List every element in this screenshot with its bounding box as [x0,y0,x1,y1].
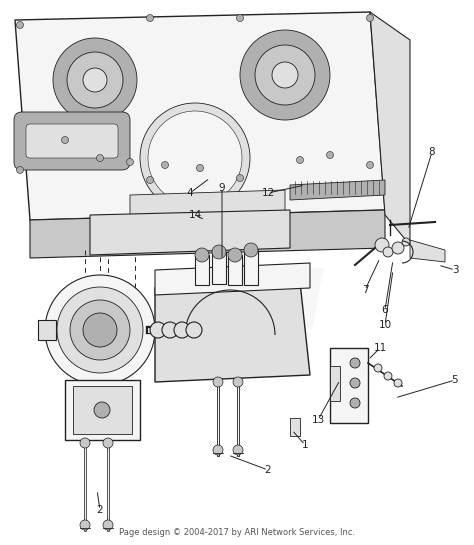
Circle shape [57,287,143,373]
Circle shape [162,161,168,168]
Text: 8: 8 [428,147,435,157]
Circle shape [350,378,360,388]
Text: 7: 7 [362,285,368,295]
Circle shape [17,167,24,173]
Text: 10: 10 [378,320,392,330]
Circle shape [146,177,154,184]
Circle shape [244,243,258,257]
Circle shape [366,161,374,168]
Circle shape [103,520,113,530]
Circle shape [392,242,404,254]
Polygon shape [130,190,285,220]
Circle shape [186,322,202,338]
Text: 14: 14 [188,210,201,220]
Circle shape [53,38,137,122]
Bar [228,255,242,285]
Circle shape [148,111,242,205]
Bar [212,252,226,284]
Bar [73,386,132,434]
Circle shape [233,445,243,455]
Circle shape [327,152,334,159]
Bar [65,380,140,440]
Circle shape [127,159,134,166]
Bar [195,255,209,285]
Text: 3: 3 [452,265,458,275]
Circle shape [366,15,374,21]
Text: 1: 1 [301,440,308,450]
Circle shape [350,398,360,408]
Polygon shape [155,263,310,295]
Circle shape [140,103,250,213]
Circle shape [384,372,392,380]
Circle shape [80,438,90,448]
Circle shape [350,358,360,368]
Circle shape [83,313,117,347]
Circle shape [45,275,155,385]
Circle shape [212,245,226,259]
Circle shape [255,45,315,105]
Bar [244,250,258,285]
Text: 4: 4 [187,188,193,198]
Text: 6: 6 [382,305,388,315]
Circle shape [228,248,242,262]
Bar [330,348,368,423]
Circle shape [67,52,123,108]
Circle shape [197,165,203,172]
Polygon shape [290,180,385,200]
Circle shape [383,247,393,257]
Polygon shape [15,12,385,220]
FancyBboxPatch shape [14,112,130,170]
Polygon shape [370,12,410,245]
Circle shape [297,156,303,164]
Text: ARI: ARI [166,265,327,346]
Circle shape [94,402,110,418]
Circle shape [162,322,178,338]
Circle shape [233,377,243,387]
Bar [38,320,56,340]
Circle shape [97,154,103,161]
Circle shape [237,15,244,21]
Polygon shape [30,210,385,258]
Circle shape [174,322,190,338]
Bar [330,366,340,401]
Circle shape [83,68,107,92]
Circle shape [237,174,244,181]
Circle shape [374,364,382,372]
Text: 2: 2 [264,465,271,475]
Text: 11: 11 [374,343,387,353]
Circle shape [103,438,113,448]
Circle shape [17,21,24,28]
Circle shape [272,62,298,88]
Text: 9: 9 [219,183,225,193]
Circle shape [240,30,330,120]
Circle shape [213,377,223,387]
Circle shape [150,322,166,338]
Text: Page design © 2004-2017 by ARI Network Services, Inc.: Page design © 2004-2017 by ARI Network S… [119,528,355,537]
Text: 12: 12 [261,188,274,198]
Circle shape [62,136,69,143]
Circle shape [394,379,402,387]
Circle shape [213,445,223,455]
Circle shape [146,15,154,21]
Text: 5: 5 [452,375,458,385]
FancyBboxPatch shape [26,124,118,158]
Circle shape [80,520,90,530]
Circle shape [70,300,130,360]
Circle shape [375,238,389,252]
Bar [290,418,300,436]
Polygon shape [410,240,445,262]
Text: 13: 13 [311,415,325,425]
Polygon shape [90,210,290,255]
Circle shape [195,248,209,262]
Polygon shape [155,282,310,382]
Text: 2: 2 [97,505,103,515]
Circle shape [402,238,410,246]
